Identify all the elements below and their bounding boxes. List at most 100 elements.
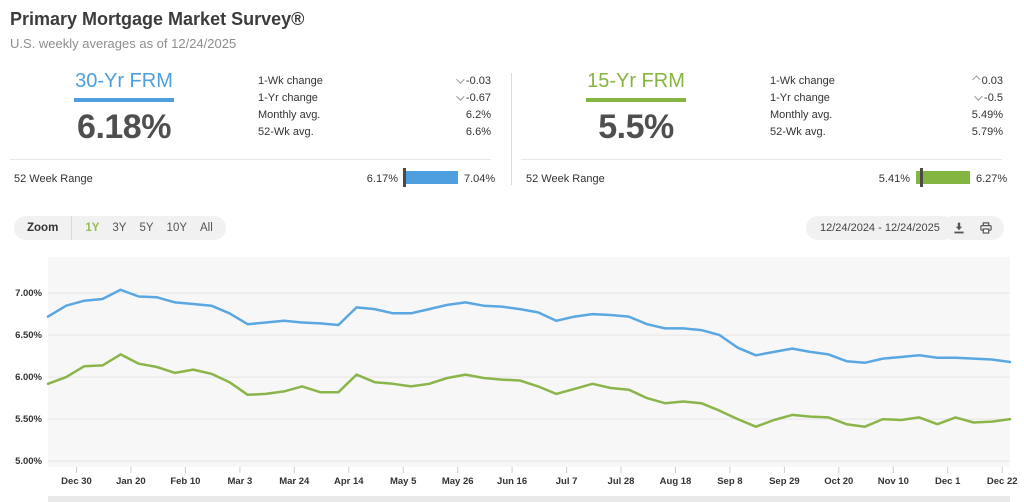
stat-label: Monthly avg. [770, 108, 833, 121]
range-min-value: 5.41% [878, 173, 910, 185]
x-axis-label: Jul 28 [608, 476, 635, 487]
x-axis-label: Jun 16 [497, 476, 527, 487]
stat-row: 1-Wk change 0.03 [770, 72, 1003, 89]
range-max-value: 7.04% [464, 173, 496, 185]
toolbar-divider [71, 216, 73, 240]
stat-label: 1-Yr change [770, 91, 830, 104]
x-axis-label: Jul 7 [556, 476, 578, 487]
y-axis-label: 6.00% [15, 372, 42, 383]
rate-label-15yr: 15-Yr FRM [587, 70, 685, 92]
stat-value: 6.2% [465, 108, 491, 121]
rate-underline-30yr [74, 98, 174, 102]
chevron-down-icon [456, 74, 465, 84]
stat-value: -0.03 [456, 75, 491, 87]
range-bar-30yr [403, 168, 458, 187]
rate-block-15yr: 15-Yr FRM 5.5% [560, 70, 712, 147]
stat-value: -0.5 [974, 92, 1003, 104]
stat-row: 1-Yr change -0.67 [258, 89, 491, 106]
x-axis-label: Aug 18 [660, 476, 692, 487]
zoom-option-all[interactable]: All [200, 222, 213, 234]
current-rate-marker [920, 168, 924, 187]
x-axis-label: Dec 22 [987, 476, 1018, 487]
stats-15yr: 1-Wk change 0.03 1-Yr change -0.5 Monthl… [770, 72, 1003, 140]
zoom-options: 1Y 3Y 5Y 10Y All [85, 222, 212, 234]
stat-row: 52-Wk avg. 6.6% [258, 123, 491, 140]
zoom-option-3y[interactable]: 3Y [112, 222, 127, 234]
panel-divider [511, 73, 512, 185]
stat-label: 1-Yr change [258, 91, 318, 104]
zoom-option-5y[interactable]: 5Y [139, 222, 154, 234]
x-axis-label: Feb 10 [170, 476, 200, 487]
x-axis-label: Nov 10 [878, 476, 909, 487]
chevron-up-icon [971, 74, 981, 84]
stat-value: 0.03 [971, 74, 1003, 87]
stat-label: 52-Wk avg. [258, 125, 314, 138]
x-axis-label: May 26 [442, 476, 474, 487]
date-range-text: 12/24/2024 - 12/24/2025 [820, 222, 940, 234]
stat-row: 1-Yr change -0.5 [770, 89, 1003, 106]
y-axis-label: 5.50% [15, 414, 42, 425]
current-rate-marker [403, 168, 407, 187]
x-axis-label: Mar 24 [279, 476, 310, 487]
chart-canvas[interactable]: 7.00% 6.50% 6.00% 5.50% 5.00% Dec 30 Jan 20 Feb… [0, 250, 1024, 502]
zoom-option-1y[interactable]: 1Y [85, 222, 100, 234]
y-axis-label: 7.00% [15, 288, 42, 299]
y-axis-label: 6.50% [15, 330, 42, 341]
x-axis-label: Dec 30 [61, 476, 92, 487]
stats-30yr: 1-Wk change -0.03 1-Yr change -0.67 Mont… [258, 72, 491, 140]
panel-15yr: 15-Yr FRM 5.5% 1-Wk change 0.03 1-Yr cha… [512, 62, 1024, 162]
range-min-value: 6.17% [366, 173, 398, 185]
x-axis-label: Apr 14 [334, 476, 364, 487]
range-row-30yr: 52 Week Range 6.17% 7.04% [0, 168, 512, 191]
range-bar-15yr [916, 168, 970, 187]
download-icon[interactable] [952, 221, 966, 235]
range-row-15yr: 52 Week Range 5.41% 6.27% [512, 168, 1024, 191]
x-axis-label: May 5 [390, 476, 417, 487]
chevron-down-icon [456, 91, 465, 101]
x-axis-label: Mar 3 [227, 476, 252, 487]
x-axis-label: Jan 20 [116, 476, 146, 487]
x-axis-label: Sep 29 [769, 476, 800, 487]
rate-history-chart: 7.00% 6.50% 6.00% 5.50% 5.00% Dec 30 Jan 20 Feb… [0, 250, 1024, 502]
stat-value: 5.79% [971, 125, 1003, 138]
x-axis-label: Sep 8 [717, 476, 742, 487]
stat-row: Monthly avg. 6.2% [258, 106, 491, 123]
stat-row: Monthly avg. 5.49% [770, 106, 1003, 123]
separator-line [10, 159, 491, 160]
rate-label-30yr: 30-Yr FRM [75, 70, 173, 92]
print-icon[interactable] [979, 221, 993, 235]
range-label: 52 Week Range [526, 173, 605, 185]
stat-label: 52-Wk avg. [770, 125, 826, 138]
series-line-30-yr-frm[interactable] [46, 288, 1012, 365]
stat-label: Monthly avg. [258, 108, 321, 121]
chart-actions [941, 216, 1004, 240]
rate-underline-15yr [586, 98, 686, 102]
panel-30yr: 30-Yr FRM 6.18% 1-Wk change -0.03 1-Yr c… [0, 62, 512, 162]
zoom-option-10y[interactable]: 10Y [166, 222, 188, 234]
navigator-strip[interactable] [48, 496, 1010, 502]
stat-row: 1-Wk change -0.03 [258, 72, 491, 89]
stat-row: 52-Wk avg. 5.79% [770, 123, 1003, 140]
date-range-picker[interactable]: 12/24/2024 - 12/24/2025 [806, 216, 954, 240]
rate-value-15yr: 5.5% [598, 108, 674, 146]
stat-value: 5.49% [971, 108, 1003, 121]
range-label: 52 Week Range [14, 173, 93, 185]
rate-value-30yr: 6.18% [77, 108, 171, 146]
range-max-value: 6.27% [976, 173, 1008, 185]
stat-label: 1-Wk change [770, 74, 835, 87]
stat-label: 1-Wk change [258, 74, 323, 87]
separator-line [521, 159, 1002, 160]
stat-value: -0.67 [456, 92, 491, 104]
series-line-15-yr-frm[interactable] [46, 353, 1012, 428]
page-subtitle: U.S. weekly averages as of 12/24/2025 [10, 36, 237, 51]
x-axis-label: Oct 20 [824, 476, 853, 487]
chevron-down-icon [974, 91, 983, 101]
page-title: Primary Mortgage Market Survey® [10, 9, 305, 29]
zoom-label: Zoom [27, 222, 59, 234]
x-axis-label: Dec 1 [935, 476, 961, 487]
zoom-toolbar: Zoom 1Y 3Y 5Y 10Y All [14, 216, 226, 240]
rate-block-30yr: 30-Yr FRM 6.18% [48, 70, 200, 147]
stat-value: 6.6% [465, 125, 491, 138]
y-axis-label: 5.00% [15, 456, 42, 467]
